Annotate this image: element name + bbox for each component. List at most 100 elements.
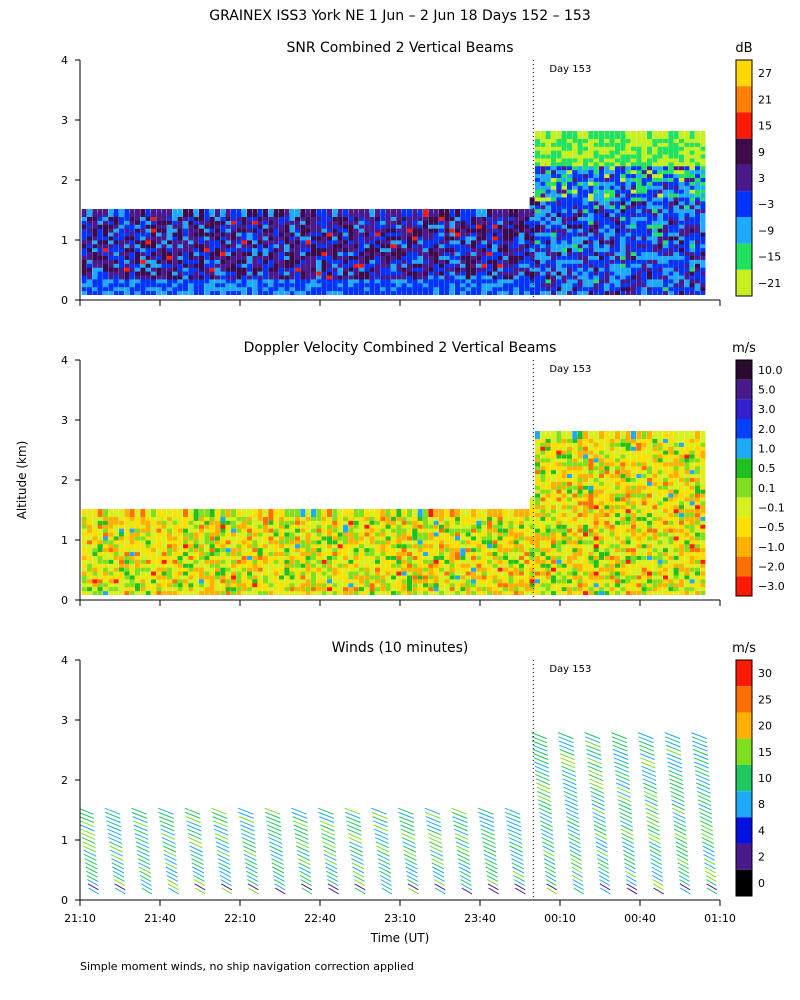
y-tick-label: 2 — [61, 174, 68, 187]
data-cell — [177, 509, 183, 517]
data-cell — [471, 209, 476, 217]
data-cell — [204, 509, 210, 517]
data-cell — [375, 209, 380, 217]
data-cell — [135, 209, 140, 217]
data-cell — [119, 509, 124, 517]
data-cell — [375, 509, 380, 517]
data-cell — [380, 209, 386, 217]
data-cell — [476, 509, 482, 517]
data-cell — [369, 509, 375, 517]
data-cell — [199, 509, 204, 517]
data-cell — [615, 131, 620, 139]
y-tick-label: 1 — [61, 234, 68, 247]
data-cell — [145, 209, 151, 217]
data-cell — [599, 131, 604, 139]
data-cell — [636, 131, 642, 139]
data-cell — [631, 131, 636, 139]
data-cell — [689, 131, 695, 139]
data-cell — [305, 209, 311, 217]
data-cell — [412, 209, 418, 217]
data-cell — [620, 131, 626, 139]
colorbar-swatch — [736, 269, 752, 296]
colorbar-tick-label: 9 — [758, 146, 765, 159]
data-cell — [97, 209, 103, 217]
data-cell — [204, 209, 210, 217]
data-cell — [188, 509, 194, 517]
data-cell — [545, 131, 551, 139]
data-cell — [364, 209, 370, 217]
colorbar-swatch — [736, 243, 752, 270]
data-cell — [273, 209, 279, 217]
data-cell — [161, 509, 167, 517]
data-cell — [81, 509, 87, 517]
data-cell — [481, 509, 487, 517]
data-cell — [327, 509, 332, 517]
data-cell — [220, 209, 226, 217]
data-cell — [300, 209, 306, 217]
data-cell — [220, 509, 226, 517]
data-cell — [172, 209, 178, 217]
data-cell — [657, 131, 663, 139]
data-cell — [513, 509, 519, 517]
data-cell — [641, 131, 647, 139]
data-cell — [647, 131, 652, 139]
data-cell — [359, 509, 364, 517]
data-cell — [257, 509, 263, 517]
data-cell — [428, 509, 434, 517]
colorbar-swatch — [736, 112, 752, 139]
data-cell — [396, 509, 402, 517]
data-cell — [460, 209, 466, 217]
data-cell — [103, 209, 108, 217]
data-cell — [513, 209, 519, 217]
data-cell — [183, 209, 188, 217]
data-cell — [300, 509, 306, 517]
data-cell — [700, 131, 706, 139]
y-axis-title: Altitude (km) — [15, 441, 29, 520]
data-cell — [444, 209, 450, 217]
colorbar-tick-label: 15 — [758, 120, 772, 133]
data-cell — [455, 209, 460, 217]
data-cell — [407, 209, 412, 217]
data-cell — [401, 209, 407, 217]
data-cell — [449, 509, 455, 517]
data-cell — [284, 509, 290, 517]
data-cell — [503, 509, 508, 517]
data-cell — [172, 509, 178, 517]
data-cell — [177, 209, 183, 217]
colorbar-tick-label: −21 — [758, 277, 781, 290]
data-cell — [695, 131, 700, 139]
panel-title: SNR Combined 2 Vertical Beams — [286, 40, 513, 56]
colorbar-frame — [735, 59, 753, 297]
data-cell — [151, 209, 156, 217]
data-cell — [257, 209, 263, 217]
data-cell — [193, 509, 199, 517]
data-cell — [423, 209, 428, 217]
data-cell — [289, 509, 295, 517]
data-cell — [311, 209, 316, 217]
data-cell — [295, 509, 300, 517]
data-cell — [492, 209, 498, 217]
data-cell — [551, 131, 556, 139]
colorbar-swatch — [736, 191, 752, 218]
colorbar-swatch — [736, 217, 752, 244]
data-cell — [524, 209, 530, 217]
data-cell — [305, 509, 311, 517]
data-cell — [263, 209, 268, 217]
data-cell — [487, 209, 492, 217]
data-cell — [503, 209, 508, 217]
data-cell — [519, 509, 524, 517]
data-cell — [108, 209, 114, 217]
data-cell — [209, 509, 215, 517]
data-cell — [583, 131, 588, 139]
data-cell — [215, 209, 220, 217]
data-cell — [241, 209, 247, 217]
colorbar-tick-label: −9 — [758, 224, 774, 237]
data-cell — [161, 209, 167, 217]
data-cell — [129, 209, 135, 217]
y-tick-label: 4 — [61, 54, 68, 67]
data-cell — [87, 209, 92, 217]
data-cell — [433, 509, 439, 517]
data-cell — [209, 209, 215, 217]
data-cell — [129, 509, 135, 517]
